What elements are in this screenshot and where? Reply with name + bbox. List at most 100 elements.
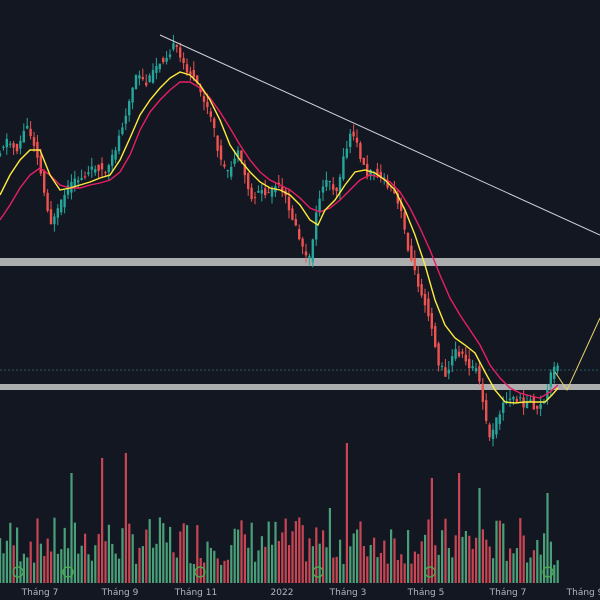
candle-body-89 xyxy=(301,238,304,247)
event-marker-5 xyxy=(424,566,436,578)
volume-bar-4 xyxy=(12,545,15,583)
candle-body-10 xyxy=(32,137,36,146)
candle-body-25 xyxy=(83,176,87,178)
volume-bar-155 xyxy=(526,562,529,583)
candle-body-141 xyxy=(478,366,481,382)
candle-body-164 xyxy=(556,365,559,372)
candle-body-130 xyxy=(440,366,444,368)
candle-body-112 xyxy=(379,171,382,178)
candle-body-51 xyxy=(172,43,175,50)
candle-body-57 xyxy=(192,70,195,78)
candle-body-140 xyxy=(474,368,478,372)
volume-bar-57 xyxy=(192,563,195,583)
x-tick-label-3: Tháng 11 xyxy=(174,588,217,598)
volume-bar-21 xyxy=(70,473,73,583)
candle-body-63 xyxy=(213,118,216,128)
support-zones xyxy=(0,258,600,390)
volume-bar-132 xyxy=(447,548,450,583)
volume-bar-1 xyxy=(2,553,5,583)
candle-body-139 xyxy=(471,366,474,369)
candle-body-119 xyxy=(403,212,406,230)
x-tick-label-7: Tháng 7 xyxy=(489,588,527,598)
volume-bar-66 xyxy=(223,560,226,583)
volume-bar-96 xyxy=(325,547,328,583)
volume-bar-140 xyxy=(475,537,478,583)
volume-bar-119 xyxy=(403,563,406,583)
candle-body-44 xyxy=(148,75,151,83)
candle-body-158 xyxy=(536,405,539,409)
volume-bar-99 xyxy=(335,556,338,583)
volume-bar-149 xyxy=(505,560,508,583)
candle-body-17 xyxy=(56,208,59,218)
candle-body-3 xyxy=(9,143,12,145)
volume-bar-117 xyxy=(396,559,399,583)
volume-bar-164 xyxy=(556,560,559,583)
support-zone-2 xyxy=(0,384,600,390)
volume-bar-36 xyxy=(121,528,124,583)
candle-body-127 xyxy=(430,312,433,329)
volume-bar-31 xyxy=(104,541,107,583)
volume-bar-74 xyxy=(250,522,253,583)
x-tick-label-8: Tháng 9 xyxy=(566,588,600,598)
volume-bar-6 xyxy=(19,561,22,583)
volume-bar-111 xyxy=(376,557,379,583)
candle-body-6 xyxy=(19,140,22,149)
candle-body-103 xyxy=(349,133,352,147)
candle-body-83 xyxy=(281,186,284,192)
candle-body-122 xyxy=(413,257,416,271)
volume-bar-158 xyxy=(536,539,539,583)
candle-body-146 xyxy=(495,417,498,435)
candle-body-110 xyxy=(372,174,376,176)
volume-bar-45 xyxy=(152,547,155,583)
volume-bar-130 xyxy=(441,530,444,583)
volume-bar-71 xyxy=(240,520,243,583)
volume-bar-48 xyxy=(162,523,165,583)
candle-body-138 xyxy=(468,358,471,369)
candle-body-96 xyxy=(325,180,328,187)
volume-bar-43 xyxy=(145,529,148,583)
volume-bar-42 xyxy=(141,546,144,583)
candle-body-104 xyxy=(352,131,355,137)
candle-body-65 xyxy=(219,145,223,160)
volume-bar-104 xyxy=(352,533,355,583)
volume-bar-153 xyxy=(519,518,522,583)
volume-bar-29 xyxy=(97,533,100,583)
candle-body-97 xyxy=(328,181,331,183)
volume-bar-126 xyxy=(427,519,430,583)
candle-body-2 xyxy=(5,138,8,148)
volume-bar-24 xyxy=(80,545,83,583)
volume-bar-56 xyxy=(189,563,192,583)
candle-body-131 xyxy=(444,367,447,377)
candle-body-23 xyxy=(77,180,80,183)
candle-body-80 xyxy=(270,188,274,197)
volume-bar-86 xyxy=(291,531,294,583)
candle-body-147 xyxy=(498,414,501,425)
candle-body-133 xyxy=(451,356,454,366)
volume-bar-55 xyxy=(186,525,189,583)
candle-body-27 xyxy=(90,166,93,170)
candle-body-109 xyxy=(369,169,372,177)
volume-bar-162 xyxy=(549,541,552,583)
candle-body-88 xyxy=(298,229,301,240)
candle-body-68 xyxy=(230,166,233,177)
volume-bar-157 xyxy=(532,550,535,583)
volume-bar-146 xyxy=(495,520,498,583)
volume-bar-118 xyxy=(400,554,403,583)
candle-body-100 xyxy=(338,177,342,193)
candle-body-87 xyxy=(294,219,297,226)
candle-body-98 xyxy=(332,184,335,190)
volume-bar-116 xyxy=(393,538,396,583)
volume-bar-30 xyxy=(101,458,104,583)
event-marker-3 xyxy=(194,566,206,578)
volume-bar-93 xyxy=(315,527,318,583)
volume-bar-15 xyxy=(50,551,53,583)
candle-body-148 xyxy=(502,402,505,413)
candle-body-58 xyxy=(196,75,199,83)
volume-bar-101 xyxy=(342,563,345,583)
volume-bar-18 xyxy=(60,549,63,583)
candle-body-31 xyxy=(104,172,107,174)
volume-bar-23 xyxy=(77,553,80,583)
volume-bar-133 xyxy=(451,557,454,583)
candle-body-14 xyxy=(46,192,49,211)
